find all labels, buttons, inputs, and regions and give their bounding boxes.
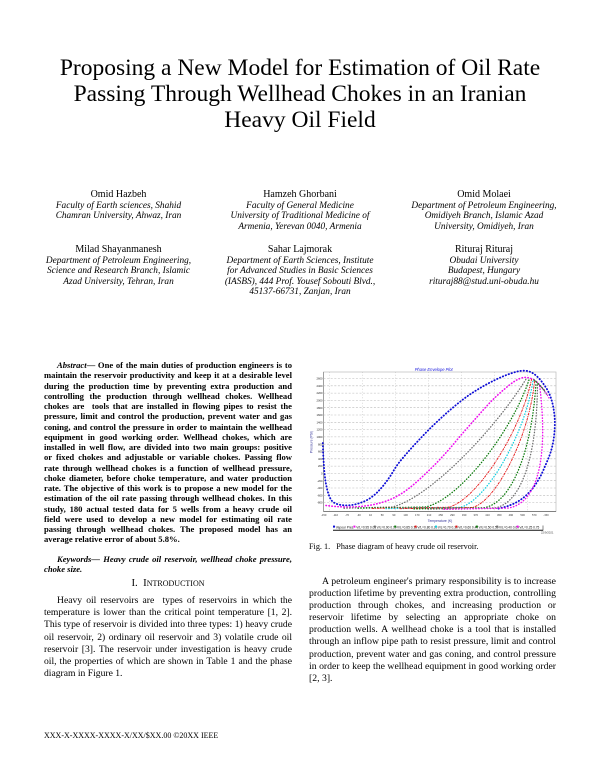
svg-text:V/L=0.60 0.40: V/L=0.60 0.40 [458,526,478,530]
svg-text:-200: -200 [317,479,323,483]
svg-text:V/L=0.50 0.50: V/L=0.50 0.50 [479,526,499,530]
svg-text:-30: -30 [357,513,361,517]
svg-text:V/L=0.25 0.75: V/L=0.25 0.75 [519,526,539,530]
svg-text:V/L=0.85 0.15: V/L=0.85 0.15 [397,526,417,530]
svg-text:2200: 2200 [317,391,323,395]
svg-text:-110: -110 [333,513,339,517]
svg-text:330: 330 [462,513,467,517]
svg-text:130: 130 [403,513,408,517]
svg-text:400: 400 [318,457,323,461]
svg-text:V/L=0.90 0.10: V/L=0.90 0.10 [377,526,397,530]
svg-text:2400: 2400 [317,384,323,388]
svg-text:2000: 2000 [317,399,323,403]
svg-text:250: 250 [438,513,443,517]
svg-text:-150: -150 [543,513,549,517]
svg-text:200: 200 [318,464,323,468]
svg-text:410: 410 [485,513,490,517]
svg-text:V/L=0.80 0.20: V/L=0.80 0.20 [417,526,437,530]
svg-text:Phase Envelope Plot: Phase Envelope Plot [415,367,454,372]
svg-text:V/L=0.40 0.60: V/L=0.40 0.60 [499,526,519,530]
svg-text:-70: -70 [345,513,349,517]
svg-text:490: 490 [509,513,514,517]
svg-text:-600: -600 [317,493,323,497]
svg-text:1600: 1600 [317,413,323,417]
svg-text:90: 90 [392,513,395,517]
svg-text:800: 800 [318,442,323,446]
svg-text:570: 570 [532,513,537,517]
svg-text:1200: 1200 [317,428,323,432]
svg-text:Pressure (PSI): Pressure (PSI) [310,431,314,453]
svg-text:1800: 1800 [317,406,323,410]
svg-text:22/9/2021: 22/9/2021 [541,530,554,534]
svg-text:600: 600 [318,450,323,454]
svg-text:290: 290 [450,513,455,517]
svg-text:450: 450 [497,513,502,517]
svg-text:10: 10 [369,513,372,517]
svg-text:Vapour Pres.: Vapour Pres. [336,526,354,530]
svg-text:-400: -400 [317,486,323,490]
svg-text:2600: 2600 [317,377,323,381]
svg-text:V/L=0.95 0.05: V/L=0.95 0.05 [356,526,376,530]
svg-text:-800: -800 [317,501,323,505]
svg-text:170: 170 [415,513,420,517]
svg-text:1400: 1400 [317,420,323,424]
svg-text:V/L=0.70 0.30: V/L=0.70 0.30 [438,526,458,530]
svg-text:530: 530 [520,513,525,517]
svg-text:Temperature (K): Temperature (K) [428,519,453,523]
svg-text:1000: 1000 [317,435,323,439]
svg-text:210: 210 [427,513,432,517]
svg-text:0: 0 [321,472,323,476]
svg-text:50: 50 [381,513,384,517]
svg-text:370: 370 [474,513,479,517]
svg-text:-150: -150 [321,513,327,517]
